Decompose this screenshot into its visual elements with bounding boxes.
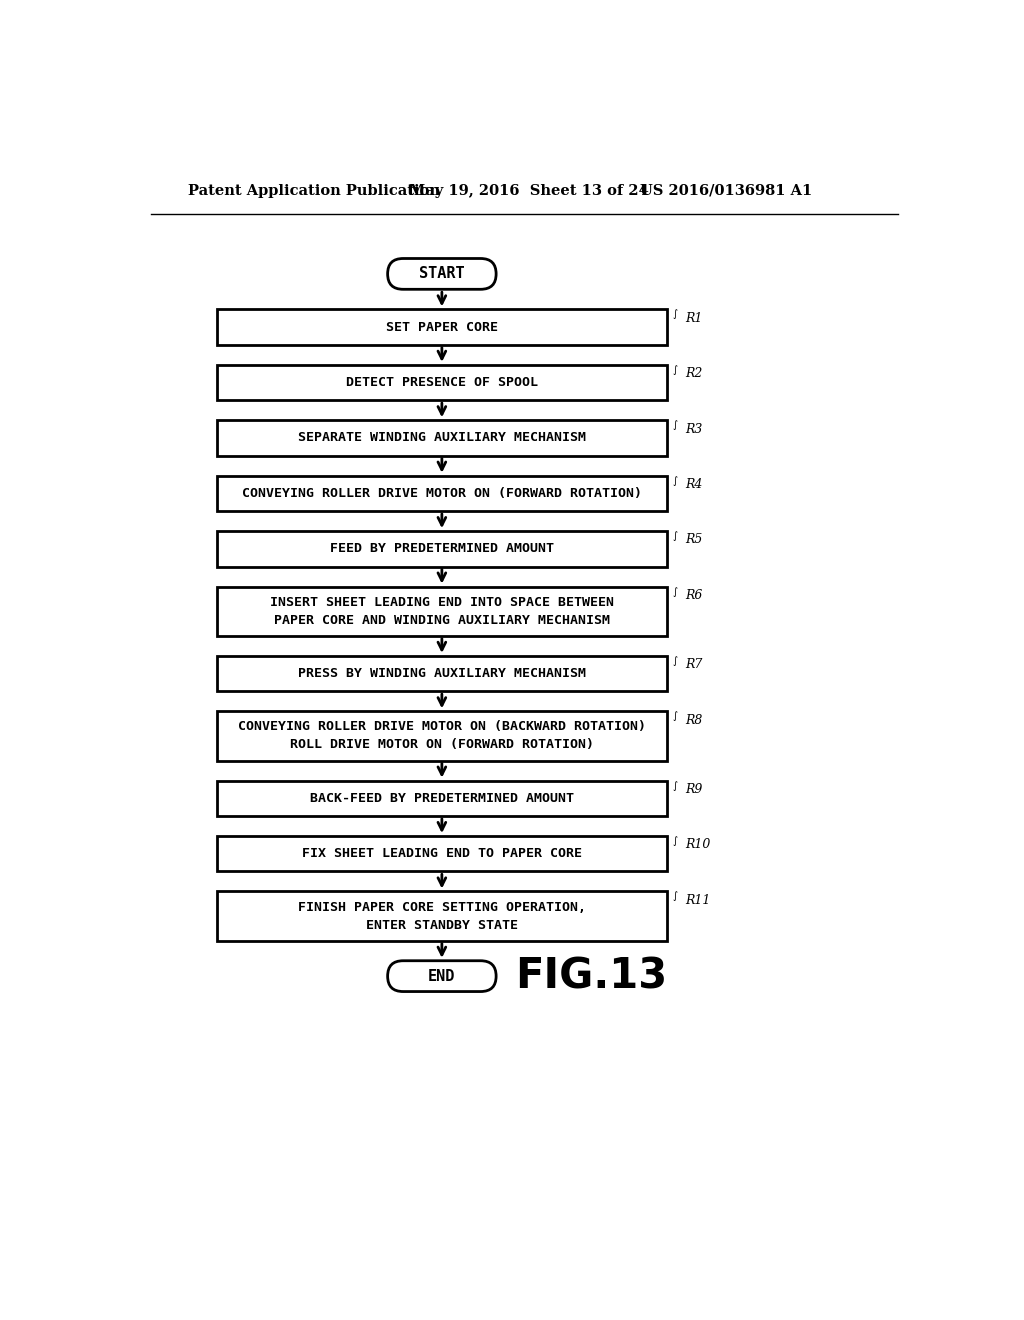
Text: FIG.13: FIG.13 bbox=[515, 956, 668, 997]
Text: R7: R7 bbox=[685, 659, 702, 671]
Bar bbox=[217, 531, 667, 566]
Text: US 2016/0136981 A1: US 2016/0136981 A1 bbox=[640, 183, 812, 198]
Text: ∫: ∫ bbox=[673, 656, 678, 665]
Text: SET PAPER CORE: SET PAPER CORE bbox=[386, 321, 498, 334]
Text: FINISH PAPER CORE SETTING OPERATION,
ENTER STANDBY STATE: FINISH PAPER CORE SETTING OPERATION, ENT… bbox=[298, 900, 586, 932]
Text: ∫: ∫ bbox=[673, 711, 678, 721]
FancyBboxPatch shape bbox=[388, 961, 496, 991]
Text: R11: R11 bbox=[685, 894, 711, 907]
Text: ∫: ∫ bbox=[673, 420, 678, 430]
Text: ∫: ∫ bbox=[673, 780, 678, 791]
Text: R4: R4 bbox=[685, 478, 702, 491]
Text: SEPARATE WINDING AUXILIARY MECHANISM: SEPARATE WINDING AUXILIARY MECHANISM bbox=[298, 432, 586, 445]
Text: START: START bbox=[419, 267, 465, 281]
Text: R10: R10 bbox=[685, 838, 711, 851]
Bar bbox=[217, 891, 667, 941]
Text: R8: R8 bbox=[685, 714, 702, 726]
Text: ∫: ∫ bbox=[673, 309, 678, 319]
Text: ∫: ∫ bbox=[673, 891, 678, 902]
Text: ∫: ∫ bbox=[673, 531, 678, 541]
Bar bbox=[217, 420, 667, 455]
Text: CONVEYING ROLLER DRIVE MOTOR ON (FORWARD ROTATION): CONVEYING ROLLER DRIVE MOTOR ON (FORWARD… bbox=[242, 487, 642, 500]
Text: R3: R3 bbox=[685, 422, 702, 436]
Text: FIX SHEET LEADING END TO PAPER CORE: FIX SHEET LEADING END TO PAPER CORE bbox=[302, 847, 582, 861]
Text: ∫: ∫ bbox=[673, 586, 678, 597]
Text: May 19, 2016  Sheet 13 of 24: May 19, 2016 Sheet 13 of 24 bbox=[409, 183, 648, 198]
Bar bbox=[217, 586, 667, 636]
Bar bbox=[217, 309, 667, 345]
FancyBboxPatch shape bbox=[388, 259, 496, 289]
Text: R1: R1 bbox=[685, 312, 702, 325]
Text: BACK-FEED BY PREDETERMINED AMOUNT: BACK-FEED BY PREDETERMINED AMOUNT bbox=[310, 792, 573, 805]
Bar bbox=[217, 364, 667, 400]
Text: R6: R6 bbox=[685, 589, 702, 602]
Text: Patent Application Publication: Patent Application Publication bbox=[188, 183, 440, 198]
Text: ∫: ∫ bbox=[673, 836, 678, 846]
Text: ∫: ∫ bbox=[673, 364, 678, 375]
Bar bbox=[217, 475, 667, 511]
Text: INSERT SHEET LEADING END INTO SPACE BETWEEN
PAPER CORE AND WINDING AUXILIARY MEC: INSERT SHEET LEADING END INTO SPACE BETW… bbox=[270, 595, 613, 627]
Text: PRESS BY WINDING AUXILIARY MECHANISM: PRESS BY WINDING AUXILIARY MECHANISM bbox=[298, 667, 586, 680]
Bar bbox=[217, 711, 667, 760]
Bar bbox=[217, 780, 667, 816]
Text: ∫: ∫ bbox=[673, 475, 678, 486]
Text: R2: R2 bbox=[685, 367, 702, 380]
Text: DETECT PRESENCE OF SPOOL: DETECT PRESENCE OF SPOOL bbox=[346, 376, 538, 389]
Bar bbox=[217, 656, 667, 692]
Text: R9: R9 bbox=[685, 783, 702, 796]
Text: END: END bbox=[428, 969, 456, 983]
Text: FEED BY PREDETERMINED AMOUNT: FEED BY PREDETERMINED AMOUNT bbox=[330, 543, 554, 556]
Text: R5: R5 bbox=[685, 533, 702, 546]
Text: CONVEYING ROLLER DRIVE MOTOR ON (BACKWARD ROTATION)
ROLL DRIVE MOTOR ON (FORWARD: CONVEYING ROLLER DRIVE MOTOR ON (BACKWAR… bbox=[238, 721, 646, 751]
Bar bbox=[217, 836, 667, 871]
